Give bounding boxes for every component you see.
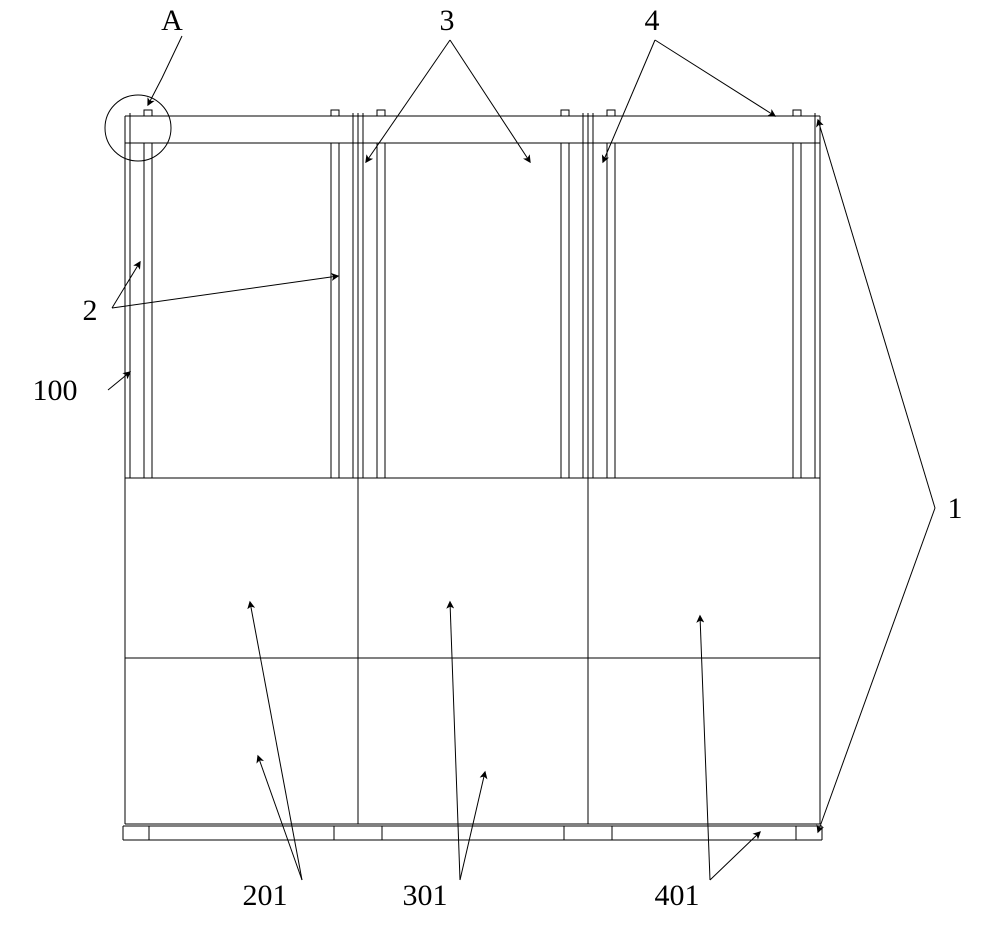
- engineering-drawing: [105, 95, 822, 840]
- leader-201a: [250, 602, 302, 880]
- leader-2a: [112, 262, 140, 308]
- upright-bar-4-stub-top: [607, 110, 615, 116]
- label-4: 4: [645, 4, 660, 37]
- leader-4a: [603, 40, 655, 162]
- upright-bar-1: [331, 143, 339, 478]
- label-100: 100: [33, 374, 78, 407]
- label-201: 201: [243, 879, 288, 912]
- leader-301a: [450, 602, 460, 880]
- upright-bar-2: [377, 143, 385, 478]
- leader-4b: [655, 40, 775, 116]
- leader-a: [148, 36, 182, 105]
- leader-1a: [818, 120, 935, 508]
- leader-201b: [258, 756, 302, 880]
- leader-lines: [108, 36, 935, 880]
- upright-bar-5-stub-top: [793, 110, 801, 116]
- leader-100: [108, 372, 130, 390]
- label-401: 401: [655, 879, 700, 912]
- leader-3b: [450, 40, 530, 162]
- diagram-root: A 3 4 2 100 1 201 301 401: [0, 0, 1000, 929]
- upright-bar-0-stub-top: [144, 110, 152, 116]
- upright-bar-3: [561, 143, 569, 478]
- upright-bar-5: [793, 143, 801, 478]
- upright-bar-2-stub-top: [377, 110, 385, 116]
- leader-2b: [112, 276, 338, 308]
- upright-bar-1-stub-top: [331, 110, 339, 116]
- label-2: 2: [83, 294, 98, 327]
- leader-401b: [710, 832, 760, 880]
- leader-1b: [818, 508, 935, 832]
- labels-group: A 3 4 2 100 1 201 301 401: [33, 4, 963, 912]
- detail-circle-a: [105, 95, 171, 161]
- label-A: A: [161, 4, 183, 37]
- label-301: 301: [403, 879, 448, 912]
- upright-bar-3-stub-top: [561, 110, 569, 116]
- upright-bar-4: [607, 143, 615, 478]
- upright-bar-0: [144, 143, 152, 478]
- label-1: 1: [948, 492, 963, 525]
- label-3: 3: [440, 4, 455, 37]
- leader-3a: [366, 40, 450, 162]
